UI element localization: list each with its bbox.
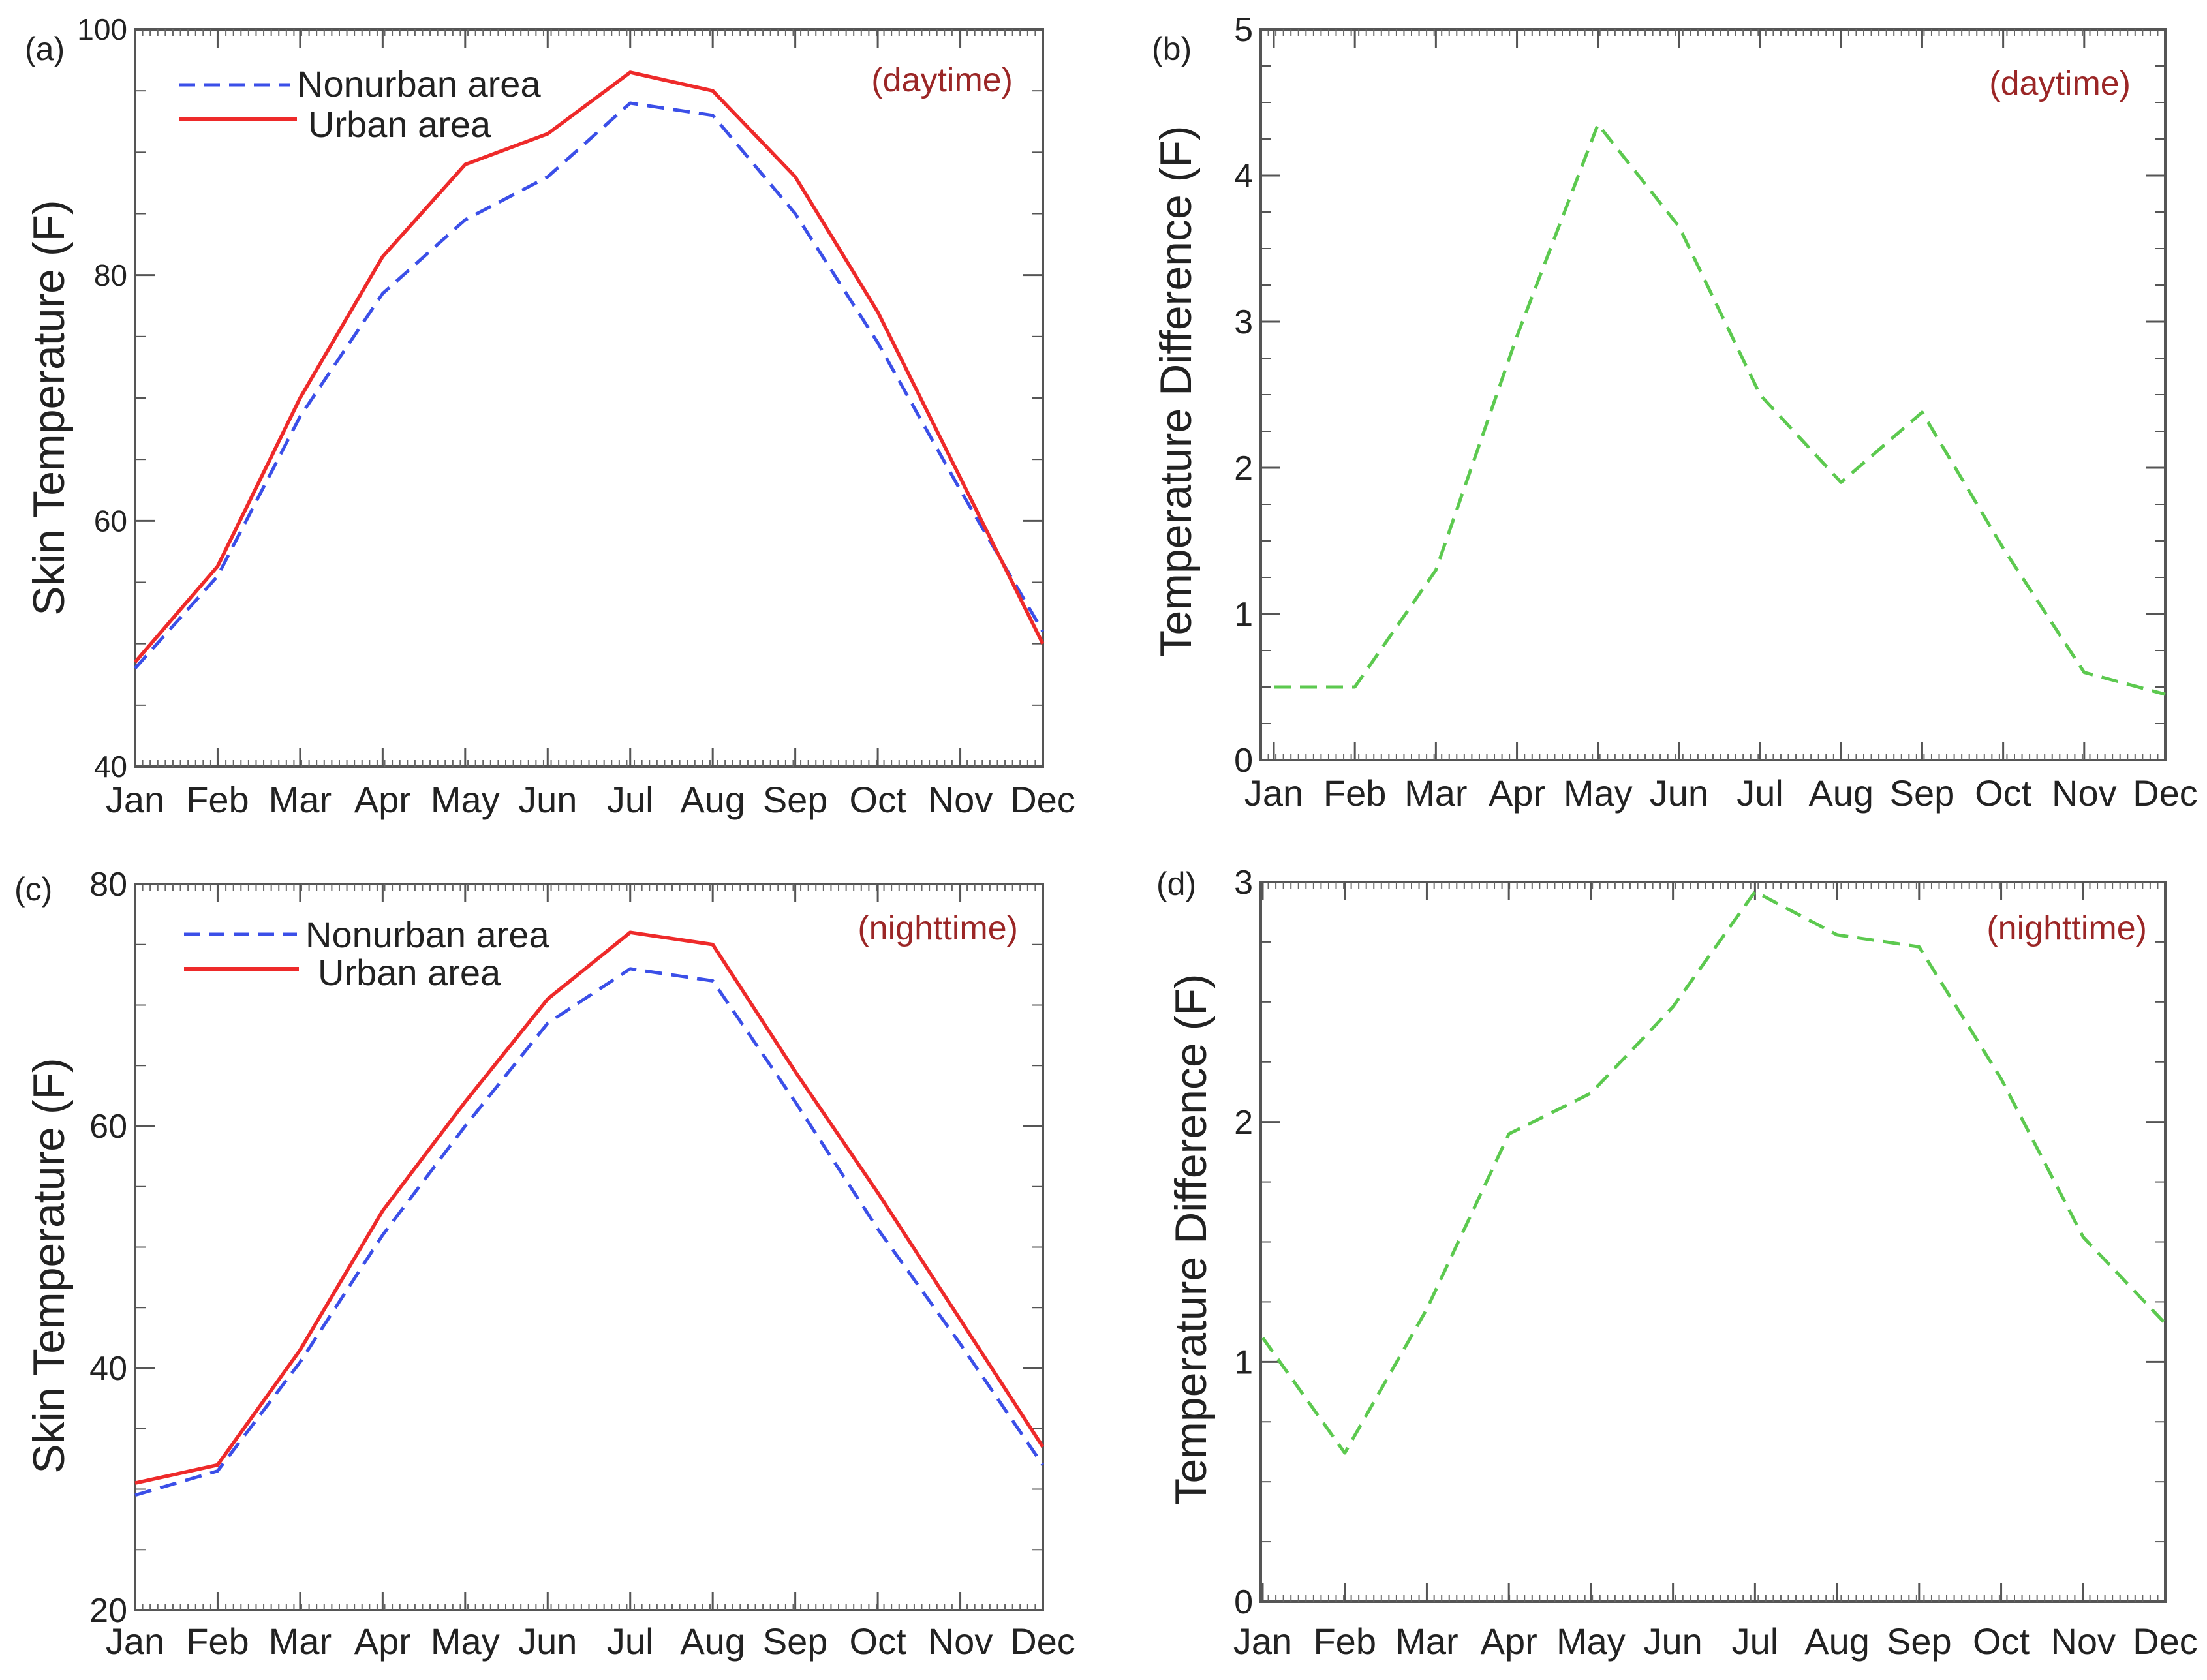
x-tick-label-oct: Oct: [1975, 772, 2032, 814]
y-tick-label: 5: [1234, 11, 1253, 49]
x-tick-label-sep: Sep: [763, 1621, 828, 1662]
panel-label: (a): [25, 31, 65, 67]
legend-label-urban: Urban area: [308, 104, 491, 145]
y-tick-label: 100: [77, 12, 127, 46]
x-tick-label-apr: Apr: [354, 779, 411, 820]
x-tick-label-may: May: [431, 779, 500, 820]
x-tick-label-jun: Jun: [518, 779, 577, 820]
y-axis-label: Temperature Difference (F): [1166, 973, 1216, 1505]
y-tick-label: 1: [1234, 596, 1253, 634]
x-tick-label-mar: Mar: [1404, 772, 1467, 814]
y-tick-label: 1: [1234, 1344, 1253, 1382]
y-tick-label: 80: [94, 258, 127, 292]
x-tick-label-dec: Dec: [1010, 779, 1075, 820]
x-tick-label-jun: Jun: [1650, 772, 1708, 814]
x-tick-label-sep: Sep: [763, 779, 828, 820]
series-line-urban-area: [133, 70, 1045, 664]
panel-annotation: (nighttime): [1986, 909, 2147, 947]
x-tick-label-dec: Dec: [1010, 1621, 1075, 1662]
x-tick-label-oct: Oct: [850, 1621, 907, 1662]
legend: Nonurban area Urban area: [184, 914, 549, 993]
y-axis-label: Skin Temperature (F): [24, 200, 74, 615]
x-tick-label-may: May: [1564, 772, 1633, 814]
plot-frame: [1259, 28, 2167, 761]
panel-a-daytime-skin-temperature: (a) (daytime) Skin Temperature (F) Nonur…: [24, 12, 1075, 820]
x-tick-label-nov: Nov: [928, 1621, 993, 1662]
x-tick-label-nov: Nov: [928, 779, 993, 820]
x-tick-label-nov: Nov: [2052, 772, 2117, 814]
y-tick-label: 2: [1234, 1104, 1253, 1142]
y-tick-label: 60: [89, 1108, 127, 1146]
series-line-nonurban-area: [134, 967, 1045, 1497]
x-tick-label-jul: Jul: [607, 1621, 654, 1662]
x-tick-label-jan: Jan: [1233, 1621, 1292, 1662]
panel-label: (c): [14, 871, 52, 908]
x-tick-label-nov: Nov: [2050, 1621, 2116, 1662]
x-tick-label-apr: Apr: [1489, 772, 1545, 814]
y-tick-label: 20: [89, 1592, 127, 1630]
x-tick-label-apr: Apr: [354, 1621, 411, 1662]
y-tick-label: 4: [1234, 157, 1253, 195]
y-tick-label: 80: [89, 866, 127, 904]
series-line-urban-area: [134, 930, 1045, 1485]
x-tick-label-feb: Feb: [186, 779, 249, 820]
panel-annotation: (daytime): [871, 61, 1013, 99]
panel-annotation: (nighttime): [857, 909, 1018, 947]
panel-b-daytime-temperature-difference: (b) (daytime) Temperature Difference (F)…: [1151, 11, 2198, 814]
x-tick-label-may: May: [1556, 1621, 1626, 1662]
plot-frame: [1259, 881, 2167, 1603]
series-line-difference: [1261, 890, 2167, 1455]
x-tick-label-jul: Jul: [1732, 1621, 1779, 1662]
x-tick-label-dec: Dec: [2133, 1621, 2198, 1662]
series-line-nonurban-area: [134, 101, 1045, 670]
x-tick-label-mar: Mar: [269, 779, 332, 820]
y-axis-label: Skin Temperature (F): [24, 1058, 74, 1473]
x-tick-label-aug: Aug: [1804, 1621, 1870, 1662]
panel-c-nighttime-skin-temperature: (c) (nighttime) Skin Temperature (F) Non…: [14, 866, 1075, 1662]
x-tick-label-mar: Mar: [1395, 1621, 1458, 1662]
y-tick-label: 40: [94, 750, 127, 784]
legend-label-nonurban: Nonurban area: [297, 63, 541, 104]
x-tick-label-aug: Aug: [1808, 772, 1874, 814]
y-tick-label: 3: [1234, 864, 1253, 902]
series-line-difference: [1274, 123, 2166, 696]
legend-label-urban: Urban area: [318, 952, 501, 993]
x-tick-label-sep: Sep: [1890, 772, 1955, 814]
x-tick-label-jun: Jun: [518, 1621, 577, 1662]
y-tick-label: 0: [1234, 742, 1253, 780]
x-tick-label-sep: Sep: [1887, 1621, 1952, 1662]
y-tick-label: 3: [1234, 303, 1253, 341]
x-tick-label-feb: Feb: [186, 1621, 249, 1662]
x-tick-label-feb: Feb: [1323, 772, 1387, 814]
x-tick-label-oct: Oct: [1973, 1621, 2030, 1662]
panel-annotation: (daytime): [1989, 65, 2131, 102]
y-tick-label: 2: [1234, 450, 1253, 487]
x-tick-label-oct: Oct: [850, 779, 907, 820]
x-tick-label-mar: Mar: [269, 1621, 332, 1662]
plot-frame: [134, 883, 1044, 1611]
panel-d-nighttime-temperature-difference: (d) (nighttime) Temperature Difference (…: [1156, 864, 2198, 1662]
x-tick-label-jun: Jun: [1643, 1621, 1702, 1662]
y-tick-label: 40: [89, 1350, 127, 1388]
x-tick-label-jul: Jul: [1736, 772, 1783, 814]
x-tick-label-jan: Jan: [1244, 772, 1303, 814]
x-tick-label-jul: Jul: [607, 779, 654, 820]
y-tick-label: 0: [1234, 1583, 1253, 1621]
x-tick-label-apr: Apr: [1481, 1621, 1537, 1662]
x-tick-label-dec: Dec: [2133, 772, 2198, 814]
x-tick-label-feb: Feb: [1313, 1621, 1376, 1662]
x-tick-label-jan: Jan: [106, 779, 164, 820]
x-tick-label-jan: Jan: [106, 1621, 164, 1662]
y-tick-label: 60: [94, 504, 127, 538]
legend-label-nonurban: Nonurban area: [305, 914, 549, 955]
legend: Nonurban area Urban area: [179, 63, 541, 145]
panel-label: (b): [1152, 31, 1192, 67]
x-tick-label-may: May: [431, 1621, 500, 1662]
x-tick-label-aug: Aug: [680, 779, 745, 820]
panel-label: (d): [1156, 866, 1196, 902]
y-axis-label: Temperature Difference (F): [1151, 125, 1201, 657]
x-tick-label-aug: Aug: [680, 1621, 745, 1662]
